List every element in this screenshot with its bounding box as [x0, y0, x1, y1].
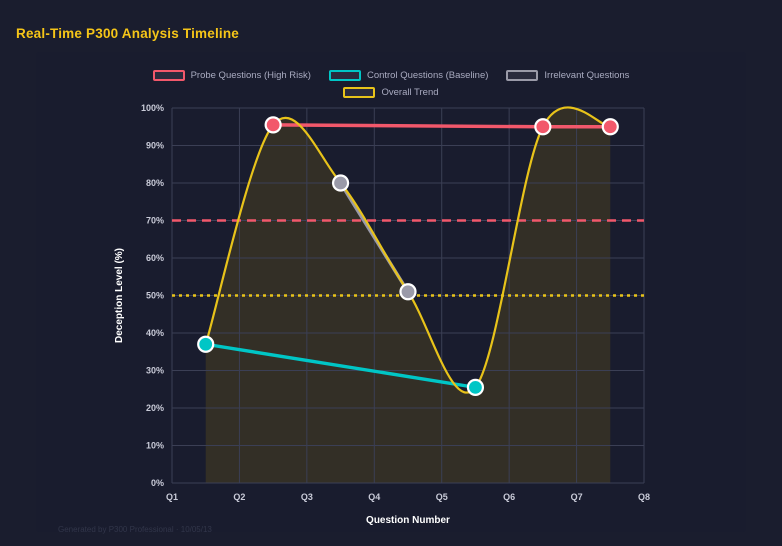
chart-panel: Probe Questions (High Risk) Control Ques…	[36, 52, 746, 534]
x-axis-tick-label: Q7	[571, 492, 583, 502]
legend-label-control: Control Questions (Baseline)	[366, 70, 489, 81]
legend-item-control[interactable]: Control Questions (Baseline)	[328, 70, 489, 81]
y-axis-tick-label: 80%	[146, 178, 164, 188]
legend-item-irrelevant[interactable]: Irrelevant Questions	[506, 70, 629, 81]
series-line-control-questions-baseline	[204, 342, 478, 390]
legend-label-probe: Probe Questions (High Risk)	[190, 70, 311, 81]
data-point-marker[interactable]	[331, 174, 350, 192]
x-axis-tick-label: Q8	[638, 492, 650, 502]
chart-legend-row-2: Overall Trend	[36, 87, 746, 98]
legend-swatch-probe	[152, 70, 185, 81]
legend-label-trend: Overall Trend	[381, 87, 439, 98]
legend-item-probe[interactable]: Probe Questions (High Risk)	[152, 70, 311, 81]
x-axis-tick-label: Q2	[233, 492, 245, 502]
legend-swatch-control	[328, 70, 361, 81]
data-point-marker[interactable]	[197, 335, 215, 353]
x-axis-tick-label: Q3	[301, 492, 313, 502]
data-point-marker[interactable]	[466, 378, 485, 396]
x-axis-tick-label: Q6	[503, 492, 515, 502]
x-axis-tick-label: Q1	[166, 492, 178, 502]
data-point-marker[interactable]	[601, 118, 619, 136]
series-line-probe-questions-high-risk	[271, 123, 612, 129]
data-point-marker[interactable]	[399, 283, 417, 301]
legend-label-irrelevant: Irrelevant Questions	[544, 70, 630, 81]
page-title: Real-Time P300 Analysis Timeline	[16, 26, 240, 41]
plot-area: 0% 10% 20% 30% 40% 50% 60% 70% 80% 90% 100% Q1 Q2 Q3 Q…	[36, 52, 746, 532]
y-axis-tick-label: 10%	[146, 441, 164, 451]
data-point-marker[interactable]	[264, 116, 282, 134]
y-axis-tick-label: 70%	[146, 216, 164, 226]
y-axis-tick-label: 50%	[146, 291, 164, 301]
legend-swatch-trend	[343, 87, 376, 98]
y-axis-title: Deception Level (%)	[114, 248, 125, 343]
legend-swatch-irrelevant	[506, 70, 539, 81]
y-axis-tick-label: 40%	[146, 328, 164, 338]
x-axis-tick-label: Q5	[436, 492, 448, 502]
footer-note: Generated by P300 Professional · 10/05/1…	[58, 525, 212, 534]
y-axis-tick-label: 30%	[146, 366, 164, 376]
y-axis-tick-label: 20%	[146, 403, 164, 413]
y-axis-tick-label: 100%	[141, 103, 164, 113]
data-point-marker[interactable]	[534, 118, 552, 136]
chart-legend: Probe Questions (High Risk) Control Ques…	[36, 70, 746, 81]
y-axis-tick-label: 60%	[146, 253, 164, 263]
x-axis-tick-label: Q4	[368, 492, 380, 502]
y-axis-tick-label: 0%	[151, 478, 164, 488]
y-axis-tick-label: 90%	[146, 141, 164, 151]
x-axis-title: Question Number	[366, 515, 450, 526]
legend-item-trend[interactable]: Overall Trend	[343, 87, 439, 98]
chart-svg: 0% 10% 20% 30% 40% 50% 60% 70% 80% 90% 100% Q1 Q2 Q3 Q…	[114, 103, 650, 526]
